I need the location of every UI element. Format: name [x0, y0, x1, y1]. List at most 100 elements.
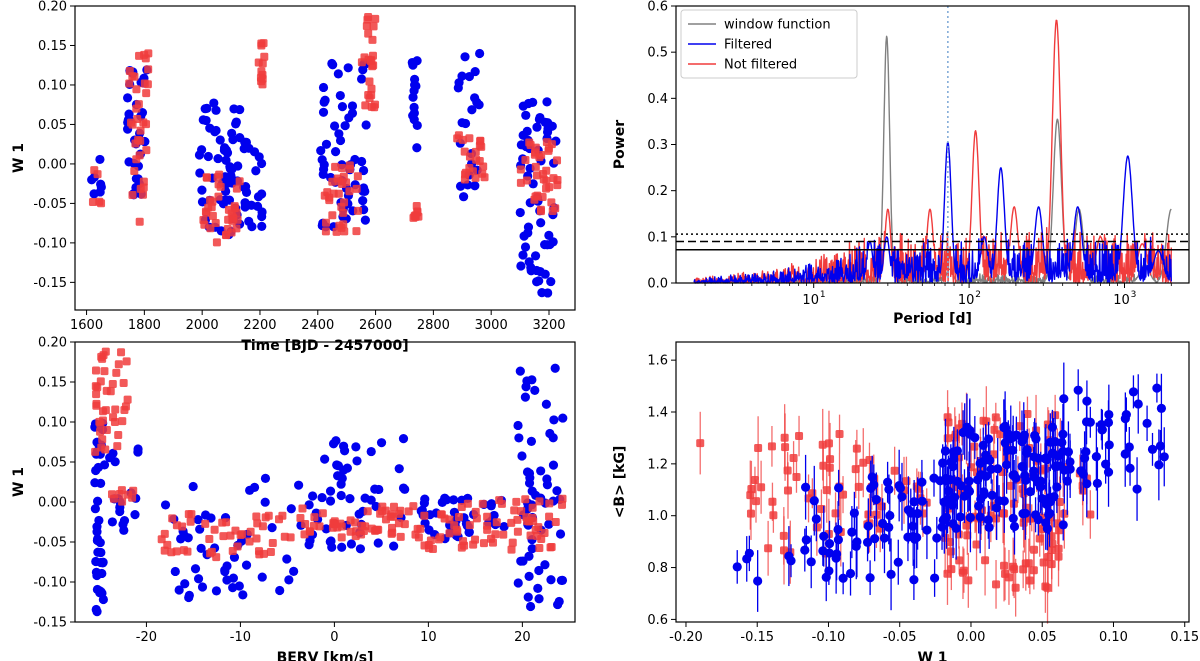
- data-point: [184, 592, 194, 603]
- data-point: [213, 173, 222, 182]
- data-point: [218, 518, 227, 527]
- data-point: [524, 468, 535, 478]
- data-point: [142, 146, 151, 155]
- data-point: [507, 518, 516, 527]
- data-point: [513, 578, 523, 588]
- data-point: [113, 442, 122, 451]
- data-point: [471, 173, 480, 182]
- data-point: [879, 533, 890, 543]
- data-point: [310, 513, 319, 522]
- data-point: [112, 368, 121, 377]
- data-point: [332, 227, 341, 236]
- data-point: [318, 509, 327, 518]
- data-point: [96, 427, 105, 436]
- legend-label: window function: [724, 18, 831, 33]
- data-point: [323, 188, 332, 197]
- data-point: [1073, 385, 1083, 395]
- data-point: [408, 110, 418, 121]
- data-point: [160, 500, 171, 510]
- x-tick-label: 0.05: [1028, 630, 1057, 645]
- x-tick-label: -10: [230, 630, 251, 645]
- y-tick-label: 1.4: [647, 406, 668, 421]
- data-point: [367, 84, 376, 93]
- data-point: [437, 497, 447, 508]
- series-filtered: [87, 48, 561, 298]
- data-point: [437, 510, 446, 519]
- data-point: [213, 153, 223, 164]
- data-point: [1042, 524, 1053, 534]
- panel-3-points: [696, 362, 1169, 624]
- data-point: [1030, 510, 1041, 520]
- data-point: [517, 451, 527, 461]
- data-point: [1009, 562, 1018, 571]
- data-point: [983, 515, 993, 525]
- data-point: [742, 554, 752, 564]
- data-point: [521, 495, 530, 504]
- data-point: [454, 512, 463, 521]
- data-point: [226, 170, 236, 181]
- data-point: [534, 523, 543, 532]
- data-point: [886, 569, 896, 579]
- data-point: [367, 102, 376, 111]
- x-tick-label: 1600: [70, 318, 103, 333]
- data-point: [544, 519, 554, 529]
- data-point: [871, 494, 881, 505]
- data-point: [1081, 417, 1092, 427]
- data-point: [979, 487, 989, 497]
- data-point: [463, 499, 472, 508]
- data-point: [535, 543, 544, 552]
- data-point: [783, 466, 792, 475]
- x-tick-label: 10: [802, 293, 819, 308]
- data-point: [215, 135, 225, 145]
- data-point: [124, 490, 133, 499]
- data-point: [424, 540, 433, 549]
- data-point: [1023, 409, 1032, 418]
- data-point: [96, 478, 106, 488]
- x-tick-label: 2600: [359, 318, 392, 333]
- x-tick-label: 2800: [417, 318, 450, 333]
- data-point: [172, 547, 181, 556]
- data-point: [289, 566, 299, 576]
- data-point: [540, 560, 550, 570]
- data-point: [457, 503, 466, 512]
- data-point: [268, 538, 277, 547]
- data-point: [1104, 440, 1114, 450]
- data-point: [131, 139, 140, 148]
- data-point: [981, 450, 991, 460]
- data-point: [201, 115, 211, 126]
- data-point: [1022, 444, 1032, 455]
- data-point: [929, 473, 939, 483]
- data-point: [831, 553, 841, 563]
- data-point: [300, 530, 309, 539]
- data-point: [525, 517, 534, 526]
- data-point: [801, 535, 811, 545]
- data-point: [322, 218, 331, 227]
- data-point: [294, 480, 304, 490]
- data-point: [747, 484, 756, 493]
- data-point: [114, 360, 123, 369]
- data-point: [204, 203, 213, 212]
- data-point: [893, 557, 903, 567]
- y-tick-label: -0.15: [33, 276, 67, 291]
- data-point: [526, 531, 535, 540]
- data-point: [101, 406, 110, 415]
- data-point: [783, 486, 792, 495]
- data-point: [241, 560, 252, 570]
- data-point: [542, 97, 552, 107]
- data-point: [1041, 453, 1051, 463]
- data-point: [258, 80, 267, 89]
- data-point: [344, 113, 354, 123]
- data-point: [238, 590, 248, 600]
- data-point: [231, 526, 240, 535]
- data-point: [222, 230, 231, 239]
- data-point: [257, 221, 267, 231]
- data-point: [523, 98, 534, 109]
- data-point: [92, 607, 102, 617]
- y-tick-label: 0.10: [38, 416, 67, 431]
- data-point: [361, 120, 371, 130]
- x-tick-exponent: 1: [820, 290, 826, 300]
- data-point: [847, 527, 857, 537]
- data-point: [388, 523, 397, 532]
- y-tick-label: 0.1: [647, 230, 668, 245]
